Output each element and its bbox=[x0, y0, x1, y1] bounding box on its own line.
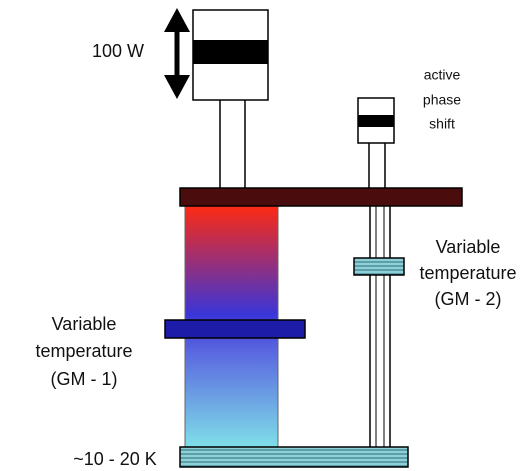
gm2-label: Variable bbox=[436, 237, 501, 257]
gm2-exchanger bbox=[353, 257, 405, 276]
phase-shift-piston bbox=[357, 97, 395, 191]
pulse-tube bbox=[369, 204, 391, 449]
main-piston bbox=[192, 9, 269, 191]
phase-shift-label: phase bbox=[423, 92, 461, 108]
power-label: 100 W bbox=[92, 41, 144, 61]
gm1-label: Variable bbox=[52, 314, 117, 334]
gm2-label: temperature bbox=[419, 263, 516, 283]
phase-shift-label: shift bbox=[429, 116, 455, 132]
gm2-label: (GM - 2) bbox=[435, 289, 502, 309]
phase-shift-label: active bbox=[424, 67, 461, 83]
cold-plate bbox=[179, 446, 409, 468]
gm1-exchanger bbox=[164, 319, 306, 339]
base-temperature-label: ~10 - 20 K bbox=[73, 449, 157, 469]
gm1-label: temperature bbox=[35, 341, 132, 361]
gm1-label: (GM - 1) bbox=[51, 369, 118, 389]
double-arrow bbox=[164, 8, 190, 99]
top-flange bbox=[179, 187, 463, 207]
